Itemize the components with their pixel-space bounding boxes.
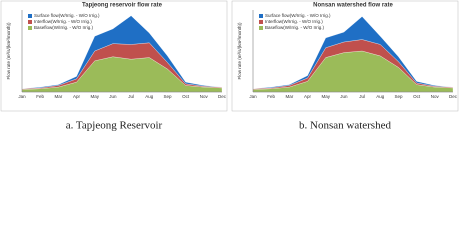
x-tick-label: Aug xyxy=(376,94,385,99)
legend-swatch xyxy=(259,14,263,18)
legend-swatch xyxy=(28,14,32,18)
legend-label: Baseflow(W/Irrig. - W/O Irrig.) xyxy=(265,25,325,30)
x-tick-label: Oct xyxy=(413,94,421,99)
x-tick-label: Feb xyxy=(36,94,44,99)
legend-label: Surface flow(W/Irrig. - W/O Irrig.) xyxy=(265,13,331,18)
x-tick-label: May xyxy=(90,94,99,99)
legend-label: Interflow(W/Irrig. - W/O Irrig.) xyxy=(265,19,323,24)
x-tick-label: Feb xyxy=(267,94,275,99)
legend-label: Surface flow(W/Irrig. - W/O Irrig.) xyxy=(34,13,100,18)
y-axis-label: Flow rate (m³/s/(km²/month)) xyxy=(6,22,11,80)
x-tick-label: Jul xyxy=(128,94,134,99)
x-tick-label: May xyxy=(321,94,330,99)
area xyxy=(252,16,454,89)
x-tick-label: Jan xyxy=(249,94,257,99)
x-tick-label: Apr xyxy=(304,94,312,99)
x-tick-label: Nov xyxy=(200,94,209,99)
y-axis-label: Flow rate (m³/s/(km²/month)) xyxy=(237,22,242,80)
area xyxy=(21,15,223,89)
legend-swatch xyxy=(259,20,263,24)
chart-title: Nonsan watershed flow rate xyxy=(313,3,393,9)
x-tick-label: Oct xyxy=(182,94,190,99)
x-tick-label: Dec xyxy=(449,94,458,99)
x-tick-label: Jul xyxy=(359,94,365,99)
legend-label: Interflow(W/Irrig. - W/O Irrig.) xyxy=(34,19,92,24)
x-tick-label: Nov xyxy=(431,94,440,99)
x-tick-label: Mar xyxy=(54,94,62,99)
x-tick-label: Jun xyxy=(109,94,117,99)
legend-swatch xyxy=(259,26,263,30)
legend-label: Baseflow(W/Irrig. - W/O Irrig.) xyxy=(34,25,94,30)
x-tick-label: Dec xyxy=(218,94,227,99)
legend-swatch xyxy=(28,20,32,24)
page: Tapjeong reservoir flow rate Flow rate (m… xyxy=(0,0,459,132)
x-tick-label: Aug xyxy=(145,94,154,99)
x-tick-label: Jan xyxy=(18,94,26,99)
caption: a. Tapjeong Reservoir xyxy=(66,120,163,132)
caption: b. Nonsan watershed xyxy=(299,120,391,132)
x-tick-label: Jun xyxy=(340,94,348,99)
x-tick-label: Sep xyxy=(394,94,403,99)
figure: Tapjeong reservoir flow rate Flow rate (m… xyxy=(0,0,459,132)
legend-swatch xyxy=(28,26,32,30)
chart-title: Tapjeong reservoir flow rate xyxy=(82,3,163,9)
x-tick-label: Apr xyxy=(73,94,81,99)
x-tick-label: Mar xyxy=(285,94,293,99)
x-tick-label: Sep xyxy=(163,94,172,99)
